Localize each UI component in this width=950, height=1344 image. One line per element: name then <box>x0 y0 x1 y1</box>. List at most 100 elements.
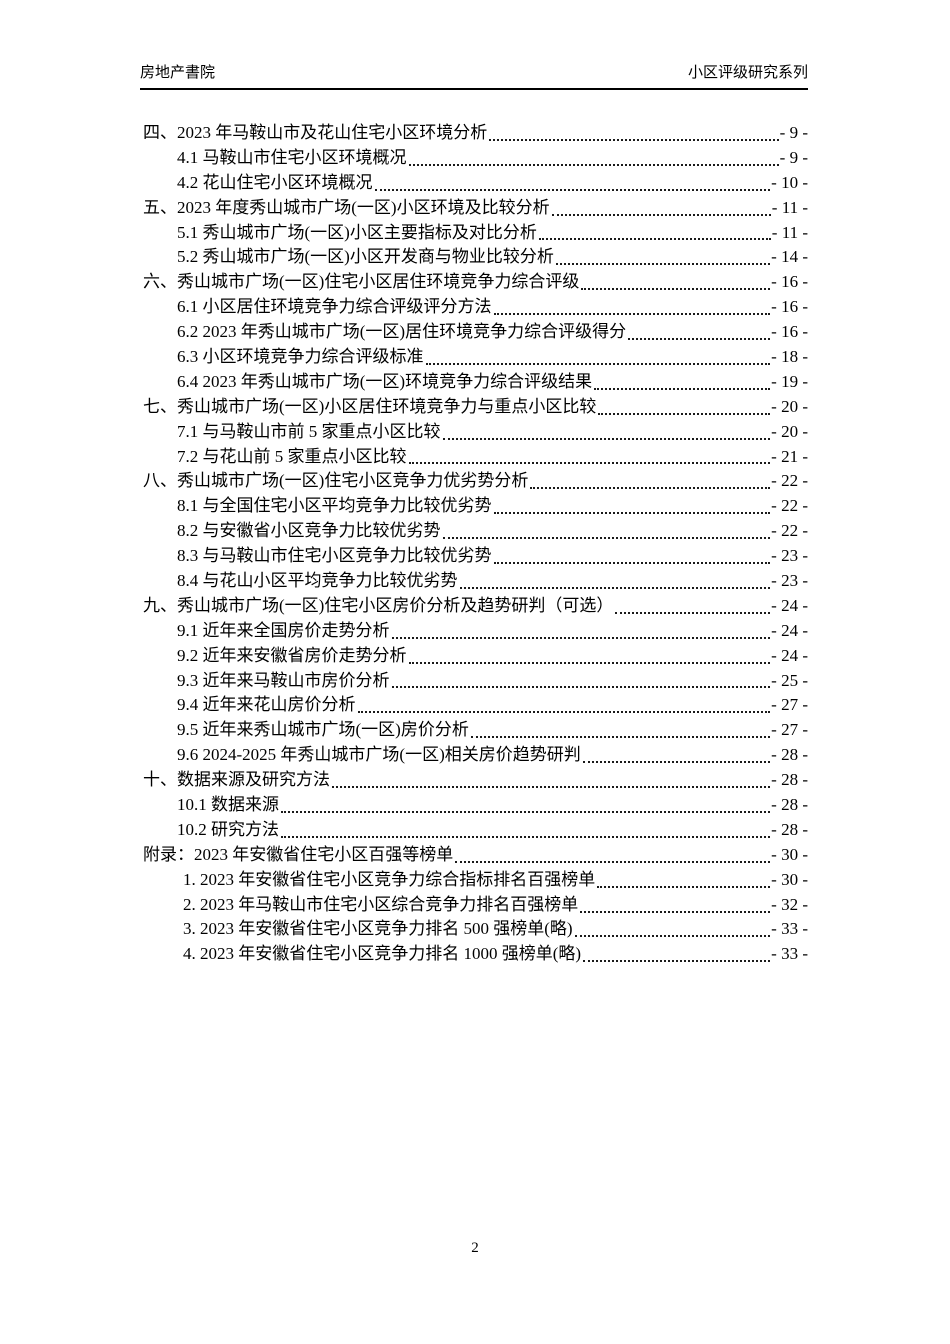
toc-entry-page: - 30 - <box>771 869 808 889</box>
toc-entry[interactable]: 8.3 与马鞍山市住宅小区竞争力比较优劣势 - 23 - <box>143 544 808 569</box>
toc-entry[interactable]: 6.1 小区居住环境竞争力综合评级评分方法 - 16 - <box>143 295 808 320</box>
toc-entry-title: 1. 2023 年安徽省住宅小区竞争力综合指标排名百强榜单 <box>183 869 596 889</box>
toc-entry-page: - 23 - <box>771 546 808 566</box>
toc-entry[interactable]: 4.1 马鞍山市住宅小区环境概况 - 9 - <box>143 146 808 171</box>
toc-entry[interactable]: 1. 2023 年安徽省住宅小区竞争力综合指标排名百强榜单 - 30 - <box>143 868 808 893</box>
toc-entry[interactable]: 7.2 与花山前 5 家重点小区比较 - 21 - <box>143 445 808 470</box>
toc-entry-page: - 22 - <box>771 521 808 541</box>
toc-entry[interactable]: 8.2 与安徽省小区竞争力比较优劣势 - 22 - <box>143 519 808 544</box>
toc-entry-title: 3. 2023 年安徽省住宅小区竞争力排名 500 强榜单(略) <box>183 919 573 939</box>
toc-entry-title: 2. 2023 年马鞍山市住宅小区综合竞争力排名百强榜单 <box>183 894 579 914</box>
dot-leader <box>442 437 771 440</box>
toc-entry-title: 四、2023 年马鞍山市及花山住宅小区环境分析 <box>143 122 488 142</box>
toc-entry-title: 6.4 2023 年秀山城市广场(一区)环境竞争力综合评级结果 <box>177 371 593 391</box>
toc-entry[interactable]: 9.2 近年来安徽省房价走势分析 - 24 - <box>143 644 808 669</box>
toc-entry-page: - 24 - <box>771 620 808 640</box>
toc-entry-page: - 27 - <box>771 720 808 740</box>
toc-entry[interactable]: 8.4 与花山小区平均竞争力比较优劣势 - 23 - <box>143 569 808 594</box>
toc-entry-title: 7.2 与花山前 5 家重点小区比较 <box>177 446 407 466</box>
toc-entry[interactable]: 5.2 秀山城市广场(一区)小区开发商与物业比较分析 - 14 - <box>143 245 808 270</box>
toc-entry[interactable]: 9.3 近年来马鞍山市房价分析 - 25 - <box>143 669 808 694</box>
toc-entry-page: - 22 - <box>771 496 808 516</box>
dot-leader <box>493 512 771 515</box>
toc-entry-title: 4. 2023 年安徽省住宅小区竞争力排名 1000 强榜单(略) <box>183 944 582 964</box>
dot-leader <box>489 138 779 141</box>
toc-entry-page: - 20 - <box>771 421 808 441</box>
dot-leader <box>581 288 771 291</box>
toc-entry-title: 9.6 2024-2025 年秀山城市广场(一区)相关房价趋势研判 <box>177 745 581 765</box>
toc-entry-page: - 28 - <box>771 819 808 839</box>
dot-leader <box>574 935 771 938</box>
dot-leader <box>391 636 771 639</box>
toc-entry[interactable]: 8.1 与全国住宅小区平均竞争力比较优劣势 - 22 - <box>143 494 808 519</box>
page-header: 房地产書院 小区评级研究系列 <box>140 62 808 98</box>
toc-entry-title: 十、数据来源及研究方法 <box>143 770 330 790</box>
toc-entry-title: 7.1 与马鞍山市前 5 家重点小区比较 <box>177 421 441 441</box>
toc-entry[interactable]: 9.4 近年来花山房价分析 - 27 - <box>143 693 808 718</box>
toc-entry[interactable]: 9.5 近年来秀山城市广场(一区)房价分析 - 27 - <box>143 718 808 743</box>
toc-entry[interactable]: 七、秀山城市广场(一区)小区居住环境竞争力与重点小区比较 - 20 - <box>143 395 808 420</box>
dot-leader <box>583 960 771 963</box>
dot-leader <box>582 761 771 764</box>
toc-entry-page: - 28 - <box>771 795 808 815</box>
toc-entry-page: - 25 - <box>771 670 808 690</box>
toc-entry[interactable]: 5.1 秀山城市广场(一区)小区主要指标及对比分析 - 11 - <box>143 221 808 246</box>
toc-entry-title: 8.2 与安徽省小区竞争力比较优劣势 <box>177 521 441 541</box>
toc-entry[interactable]: 十、数据来源及研究方法 - 28 - <box>143 768 808 793</box>
toc-entry-title: 6.3 小区环境竞争力综合评级标准 <box>177 347 424 366</box>
toc-entry-page: - 10 - <box>771 172 808 192</box>
toc-entry-page: - 23 - <box>771 571 808 591</box>
toc-entry-title: 八、秀山城市广场(一区)住宅小区竞争力优劣势分析 <box>143 471 529 491</box>
toc-entry[interactable]: 3. 2023 年安徽省住宅小区竞争力排名 500 强榜单(略) - 33 - <box>143 918 808 943</box>
toc-entry[interactable]: 八、秀山城市广场(一区)住宅小区竞争力优劣势分析 - 22 - <box>143 469 808 494</box>
toc-entry-page: - 30 - <box>771 844 808 864</box>
toc-entry[interactable]: 10.1 数据来源 - 28 - <box>143 793 808 818</box>
toc-entry[interactable]: 4. 2023 年安徽省住宅小区竞争力排名 1000 强榜单(略) - 33 - <box>143 942 808 967</box>
toc-entry[interactable]: 6.2 2023 年秀山城市广场(一区)居住环境竞争力综合评级得分 - 16 - <box>143 320 808 345</box>
toc-entry-page: - 21 - <box>771 446 808 466</box>
toc-entry[interactable]: 10.2 研究方法 - 28 - <box>143 818 808 843</box>
toc-entry-page: - 19 - <box>771 371 808 391</box>
dot-leader <box>555 263 771 266</box>
toc-entry[interactable]: 附录：2023 年安徽省住宅小区百强等榜单 - 30 - <box>143 843 808 868</box>
toc-entry-page: - 16 - <box>771 272 808 292</box>
toc-entry-page: - 9 - <box>779 147 808 167</box>
toc-entry[interactable]: 7.1 与马鞍山市前 5 家重点小区比较 - 20 - <box>143 420 808 445</box>
toc-entry[interactable]: 6.3 小区环境竞争力综合评级标准 - 18 - <box>143 345 808 370</box>
dot-leader <box>455 860 771 863</box>
toc-entry-page: - 22 - <box>771 471 808 491</box>
toc-entry-page: - 32 - <box>771 894 808 914</box>
dot-leader <box>459 586 771 589</box>
dot-leader <box>281 810 771 813</box>
toc-entry-title: 4.1 马鞍山市住宅小区环境概况 <box>177 147 407 167</box>
dot-leader <box>332 786 771 789</box>
toc-entry-page: - 18 - <box>771 347 808 366</box>
toc-entry[interactable]: 6.4 2023 年秀山城市广场(一区)环境竞争力综合评级结果 - 19 - <box>143 370 808 395</box>
dot-leader <box>580 910 771 913</box>
toc-entry[interactable]: 9.6 2024-2025 年秀山城市广场(一区)相关房价趋势研判 - 28 - <box>143 743 808 768</box>
dot-leader <box>493 313 771 316</box>
toc-entry-title: 8.4 与花山小区平均竞争力比较优劣势 <box>177 571 458 591</box>
toc-entry[interactable]: 五、2023 年度秀山城市广场(一区)小区环境及比较分析 - 11 - <box>143 196 808 221</box>
toc-entry[interactable]: 9.1 近年来全国房价走势分析 - 24 - <box>143 619 808 644</box>
dot-leader <box>408 163 779 166</box>
dot-leader <box>425 362 771 365</box>
toc-entry[interactable]: 六、秀山城市广场(一区)住宅小区居住环境竞争力综合评级 - 16 - <box>143 270 808 295</box>
dot-leader <box>597 885 771 888</box>
dot-leader <box>538 238 771 241</box>
toc-entry-page: - 33 - <box>771 919 808 939</box>
toc-entry[interactable]: 四、2023 年马鞍山市及花山住宅小区环境分析 - 9 - <box>143 121 808 146</box>
toc-entry[interactable]: 4.2 花山住宅小区环境概况 - 10 - <box>143 171 808 196</box>
toc-entry-title: 六、秀山城市广场(一区)住宅小区居住环境竞争力综合评级 <box>143 272 580 292</box>
toc-entry[interactable]: 九、秀山城市广场(一区)住宅小区房价分析及趋势研判（可选） - 24 - <box>143 594 808 619</box>
dot-leader <box>391 686 771 689</box>
toc-entry-page: - 24 - <box>771 645 808 665</box>
dot-leader <box>442 537 771 540</box>
toc-entry-page: - 16 - <box>771 297 808 317</box>
header-rule <box>140 88 808 90</box>
toc-entry-title: 9.2 近年来安徽省房价走势分析 <box>177 645 407 665</box>
toc-entry-page: - 24 - <box>771 595 808 615</box>
toc-entry[interactable]: 2. 2023 年马鞍山市住宅小区综合竞争力排名百强榜单 - 32 - <box>143 893 808 918</box>
dot-leader <box>281 835 771 838</box>
toc-entry-page: - 14 - <box>771 247 808 267</box>
